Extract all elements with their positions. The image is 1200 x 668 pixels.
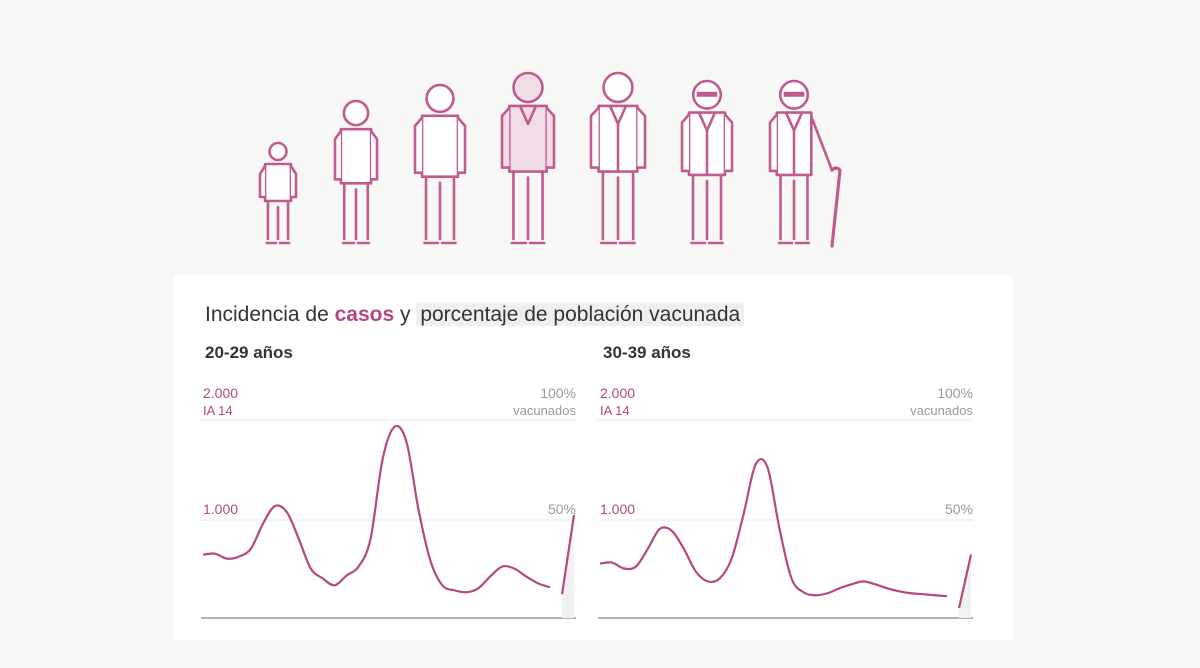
chart-panel-20-29: 2.000 IA 14 1.000 100% vacunados 50% (201, 385, 576, 619)
title-vacunada: porcentaje de población vacunada (416, 303, 745, 326)
p0-left-tick-label-0: 2.000 (203, 385, 238, 401)
child-icon (258, 141, 298, 245)
p0-vaccinated-line (560, 514, 576, 595)
panel-title-30-39: 30-39 años (603, 343, 691, 362)
p1-vaccinated-line (957, 554, 973, 609)
p1-left-tick-label-0: 2.000 (600, 385, 635, 401)
title-part-2: y (394, 303, 417, 326)
young-adult-icon (413, 83, 467, 245)
chart-title: Incidencia de casos y porcentaje de pobl… (205, 303, 745, 327)
p1-left-tick-label-1: 1.000 (600, 501, 635, 517)
p1-left-tick-sublabel-0: IA 14 (600, 403, 630, 418)
p1-right-tick-sublabel-0: vacunados (910, 403, 973, 418)
p0-right-tick-label-0: 100% (540, 385, 576, 401)
elderly-cane-icon (768, 79, 842, 248)
adult-highlighted-icon (500, 71, 556, 245)
teen-icon (333, 99, 379, 245)
senior-icon (680, 79, 734, 245)
p1-right-tick-label-0: 100% (937, 385, 973, 401)
title-part-1: Incidencia de (205, 303, 335, 326)
chart-card: Incidencia de casos y porcentaje de pobl… (173, 275, 1013, 640)
middle-age-icon (589, 71, 647, 245)
p1-cases-line (599, 458, 948, 598)
p0-left-tick-label-1: 1.000 (203, 501, 238, 517)
p1-right-tick-label-1: 50% (945, 501, 973, 517)
p0-right-tick-sublabel-0: vacunados (513, 403, 576, 418)
title-casos: casos (334, 303, 395, 326)
p0-cases-line (202, 424, 551, 594)
age-group-figures (258, 71, 842, 248)
panel-title-20-29: 20-29 años (205, 343, 293, 362)
p0-right-tick-label-1: 50% (548, 501, 576, 517)
chart-panel-30-39: 2.000 IA 14 1.000 100% vacunados 50% (598, 385, 973, 619)
p0-left-tick-sublabel-0: IA 14 (203, 403, 233, 418)
